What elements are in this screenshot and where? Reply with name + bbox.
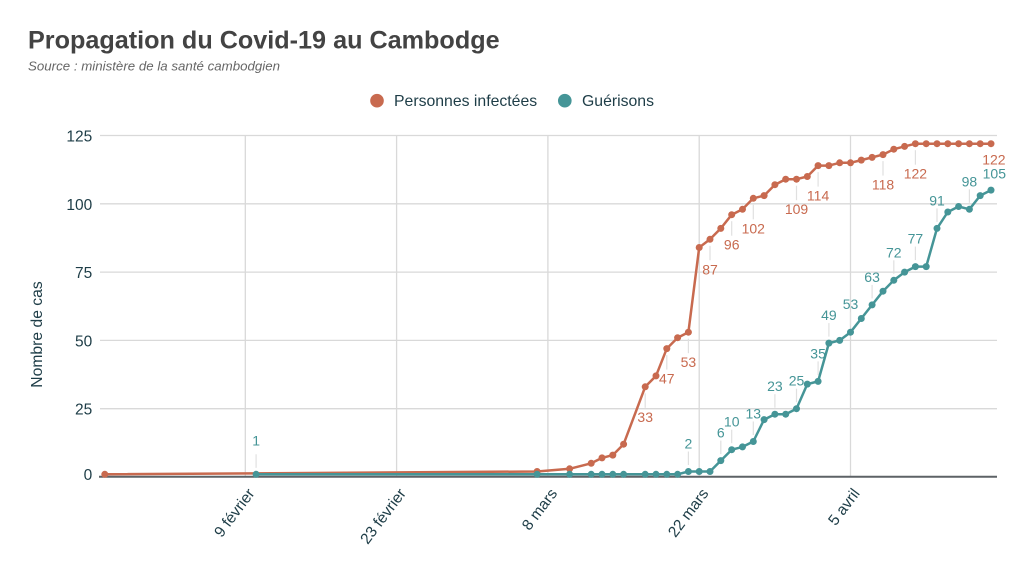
svg-text:Nombre de cas: Nombre de cas	[29, 281, 46, 388]
svg-text:98: 98	[962, 173, 978, 189]
svg-text:23: 23	[767, 378, 783, 394]
svg-text:25: 25	[789, 373, 805, 389]
svg-text:100: 100	[66, 197, 92, 214]
svg-text:105: 105	[983, 165, 1007, 181]
svg-text:122: 122	[982, 151, 1006, 167]
svg-text:10: 10	[724, 414, 740, 430]
svg-text:72: 72	[886, 244, 902, 260]
svg-text:122: 122	[904, 166, 928, 182]
svg-text:102: 102	[742, 220, 766, 236]
svg-text:87: 87	[702, 261, 718, 277]
svg-text:77: 77	[908, 231, 924, 247]
svg-text:75: 75	[75, 265, 92, 282]
svg-text:53: 53	[681, 354, 697, 370]
svg-text:96: 96	[724, 237, 740, 253]
svg-text:125: 125	[66, 129, 92, 146]
svg-text:Source : ministère de la santé: Source : ministère de la santé cambodgie…	[28, 59, 280, 74]
svg-text:35: 35	[810, 345, 826, 361]
svg-text:1: 1	[252, 432, 260, 448]
svg-text:53: 53	[843, 296, 859, 312]
svg-text:Guérisons: Guérisons	[582, 93, 654, 110]
svg-text:Personnes infectées: Personnes infectées	[394, 93, 537, 110]
svg-text:114: 114	[807, 188, 830, 204]
svg-text:109: 109	[785, 201, 809, 217]
svg-text:13: 13	[746, 406, 762, 422]
svg-text:Propagation du Covid-19 au Cam: Propagation du Covid-19 au Cambodge	[28, 27, 500, 55]
svg-text:25: 25	[75, 402, 92, 419]
svg-text:6: 6	[717, 425, 725, 441]
svg-text:49: 49	[821, 307, 837, 323]
svg-text:118: 118	[872, 177, 895, 193]
svg-text:33: 33	[637, 409, 653, 425]
svg-text:91: 91	[929, 192, 945, 208]
svg-text:63: 63	[864, 269, 880, 285]
svg-text:0: 0	[84, 467, 93, 484]
svg-text:50: 50	[75, 333, 93, 350]
svg-text:2: 2	[685, 436, 693, 452]
svg-text:47: 47	[659, 371, 675, 387]
